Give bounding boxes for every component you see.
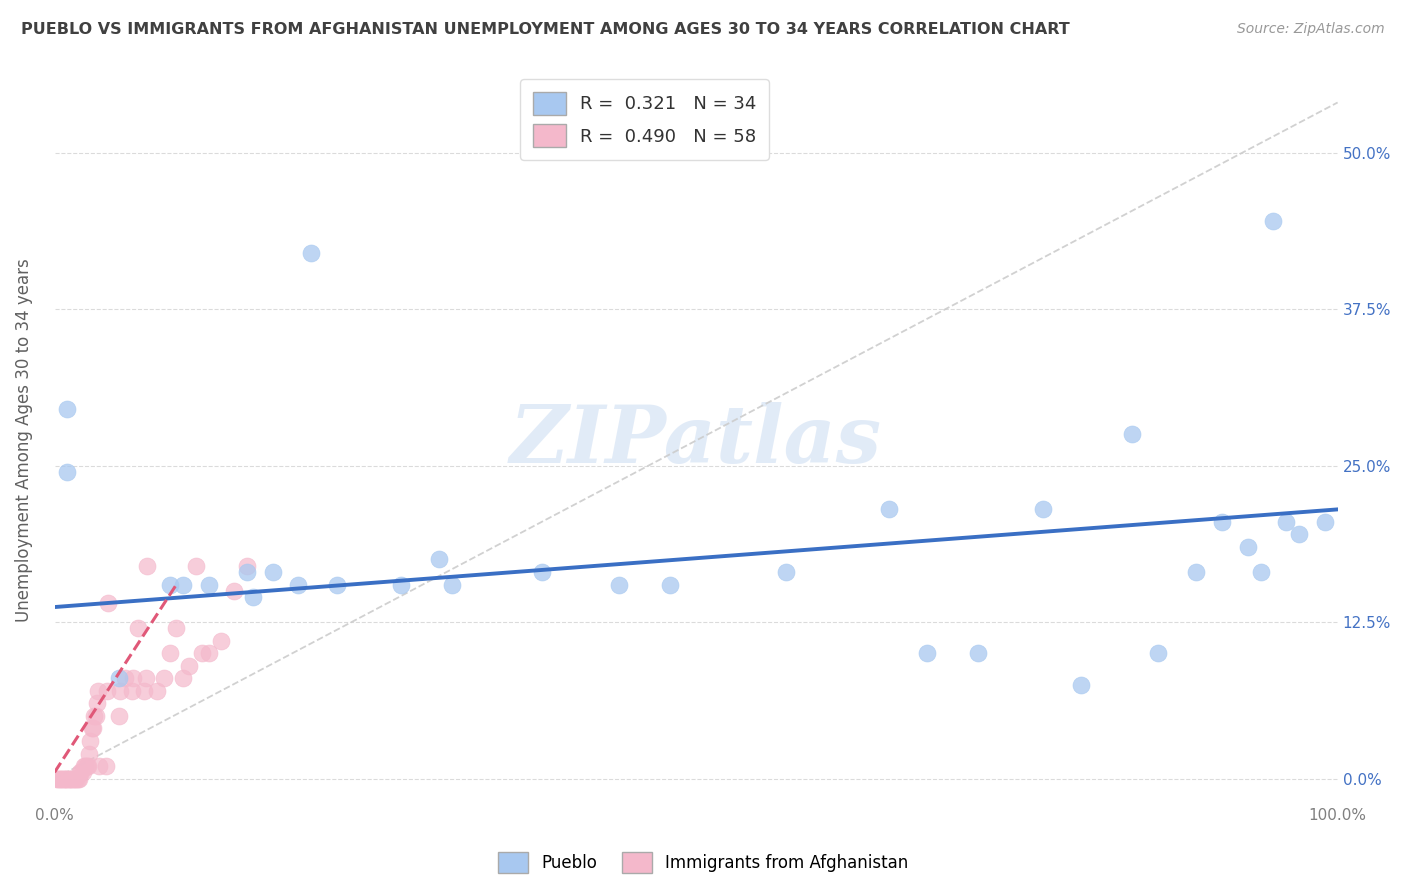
Point: [531, 565, 554, 579]
Point: [242, 590, 264, 604]
Point: [146, 684, 169, 698]
Point: [172, 577, 194, 591]
Point: [52, 772, 75, 786]
Point: [108, 684, 131, 698]
Point: [287, 577, 309, 591]
Point: [159, 646, 181, 660]
Point: [77, 759, 100, 773]
Point: [1185, 565, 1208, 579]
Point: [152, 672, 174, 686]
Point: [83, 709, 105, 723]
Point: [65, 772, 87, 786]
Point: [121, 672, 143, 686]
Point: [75, 759, 97, 773]
Point: [82, 722, 104, 736]
Point: [197, 577, 219, 591]
Point: [967, 646, 990, 660]
Point: [51, 772, 73, 786]
Point: [58, 772, 80, 786]
Point: [96, 684, 118, 698]
Point: [1070, 678, 1092, 692]
Point: [121, 684, 143, 698]
Point: [107, 672, 129, 686]
Point: [1263, 214, 1285, 228]
Text: ZIPatlas: ZIPatlas: [510, 401, 882, 479]
Legend: R =  0.321   N = 34, R =  0.490   N = 58: R = 0.321 N = 34, R = 0.490 N = 58: [520, 79, 769, 160]
Point: [86, 697, 108, 711]
Point: [179, 659, 201, 673]
Point: [135, 558, 157, 573]
Point: [159, 577, 181, 591]
Point: [53, 772, 76, 786]
Point: [48, 772, 70, 786]
Point: [299, 245, 322, 260]
Point: [89, 759, 111, 773]
Point: [135, 672, 157, 686]
Point: [441, 577, 464, 591]
Point: [70, 765, 93, 780]
Point: [236, 565, 259, 579]
Point: [184, 558, 207, 573]
Point: [262, 565, 284, 579]
Point: [607, 577, 630, 591]
Point: [389, 577, 412, 591]
Point: [76, 759, 98, 773]
Point: [56, 402, 79, 417]
Point: [55, 772, 77, 786]
Point: [1250, 565, 1272, 579]
Point: [56, 772, 79, 786]
Point: [1211, 515, 1233, 529]
Point: [67, 772, 90, 786]
Legend: Pueblo, Immigrants from Afghanistan: Pueblo, Immigrants from Afghanistan: [491, 846, 915, 880]
Point: [224, 583, 246, 598]
Point: [127, 621, 149, 635]
Point: [46, 772, 69, 786]
Point: [59, 772, 82, 786]
Point: [69, 765, 91, 780]
Point: [326, 577, 349, 591]
Point: [107, 709, 129, 723]
Point: [79, 734, 101, 748]
Point: [877, 502, 900, 516]
Point: [84, 709, 107, 723]
Point: [87, 684, 110, 698]
Y-axis label: Unemployment Among Ages 30 to 34 years: Unemployment Among Ages 30 to 34 years: [15, 259, 32, 623]
Point: [66, 772, 89, 786]
Point: [659, 577, 682, 591]
Point: [429, 552, 451, 566]
Point: [165, 621, 187, 635]
Point: [1313, 515, 1336, 529]
Text: Source: ZipAtlas.com: Source: ZipAtlas.com: [1237, 22, 1385, 37]
Point: [97, 596, 120, 610]
Point: [1288, 527, 1310, 541]
Point: [77, 747, 100, 761]
Point: [63, 772, 86, 786]
Point: [236, 558, 259, 573]
Point: [1031, 502, 1053, 516]
Text: PUEBLO VS IMMIGRANTS FROM AFGHANISTAN UNEMPLOYMENT AMONG AGES 30 TO 34 YEARS COR: PUEBLO VS IMMIGRANTS FROM AFGHANISTAN UN…: [21, 22, 1070, 37]
Point: [1275, 515, 1298, 529]
Point: [1147, 646, 1170, 660]
Point: [80, 722, 103, 736]
Point: [1121, 427, 1143, 442]
Point: [775, 565, 797, 579]
Point: [209, 633, 232, 648]
Point: [134, 684, 156, 698]
Point: [62, 772, 84, 786]
Point: [56, 465, 79, 479]
Point: [72, 765, 94, 780]
Point: [172, 672, 194, 686]
Point: [73, 759, 96, 773]
Point: [48, 772, 70, 786]
Point: [49, 772, 72, 786]
Point: [114, 672, 136, 686]
Point: [60, 772, 83, 786]
Point: [1236, 540, 1258, 554]
Point: [94, 759, 117, 773]
Point: [915, 646, 938, 660]
Point: [62, 772, 84, 786]
Point: [191, 646, 214, 660]
Point: [197, 646, 219, 660]
